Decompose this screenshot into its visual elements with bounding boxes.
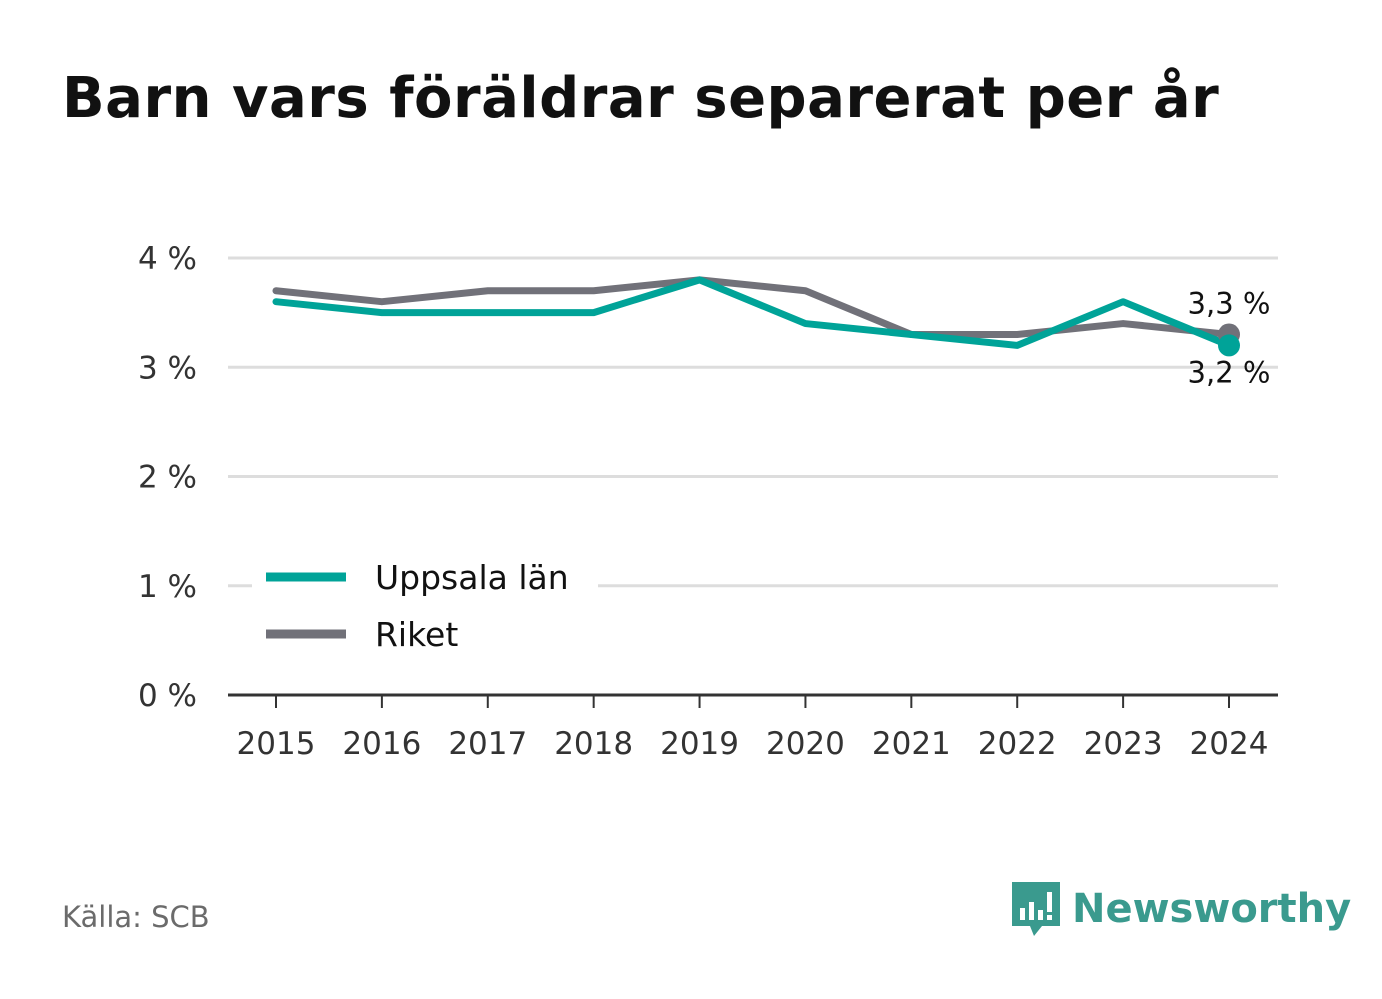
y-tick-label: 0 % — [138, 678, 197, 714]
y-tick-label: 4 % — [138, 241, 197, 277]
legend: Uppsala län Riket — [252, 548, 598, 660]
x-tick-label: 2016 — [342, 726, 421, 762]
end-label-riket: 3,3 % — [1188, 286, 1271, 320]
end-labels: 3,3 % 3,2 % — [1188, 286, 1271, 389]
series-line-uppsala-lan — [272, 276, 1233, 349]
legend-label: Riket — [375, 615, 458, 654]
end-point-uppsala-lan — [1218, 334, 1240, 357]
legend-background — [252, 548, 598, 660]
x-tick-label: 2024 — [1190, 726, 1269, 762]
x-tick-label: 2023 — [1084, 726, 1163, 762]
x-tick-label: 2020 — [766, 726, 845, 762]
x-tick-label: 2017 — [448, 726, 527, 762]
x-tick-label: 2018 — [554, 726, 633, 762]
x-axis: 2015 2016 2017 2018 2019 2020 2021 2022 2023 2024 — [228, 693, 1278, 762]
end-label-uppsala-lan: 3,2 % — [1188, 355, 1271, 389]
y-axis-ticks: 0 % 1 % 2 % 3 % 4 % — [138, 241, 197, 714]
legend-label: Uppsala län — [375, 558, 569, 597]
y-tick-label: 2 % — [138, 460, 197, 496]
x-tick-label: 2015 — [237, 726, 316, 762]
source-note: Källa: SCB — [62, 900, 210, 934]
y-tick-label: 1 % — [138, 569, 197, 605]
newsworthy-logo-icon — [1012, 882, 1060, 936]
brand-name: Newsworthy — [1072, 886, 1352, 932]
x-tick-label: 2019 — [660, 726, 739, 762]
gridlines — [228, 256, 1278, 588]
series-lines — [272, 276, 1240, 357]
x-tick-label: 2022 — [978, 726, 1057, 762]
brand: Newsworthy — [1010, 876, 1351, 942]
chart-title: Barn vars föräldrar separerat per år — [62, 66, 1220, 131]
series-line-riket — [272, 276, 1233, 338]
y-tick-label: 3 % — [138, 350, 197, 386]
x-tick-label: 2021 — [872, 726, 951, 762]
